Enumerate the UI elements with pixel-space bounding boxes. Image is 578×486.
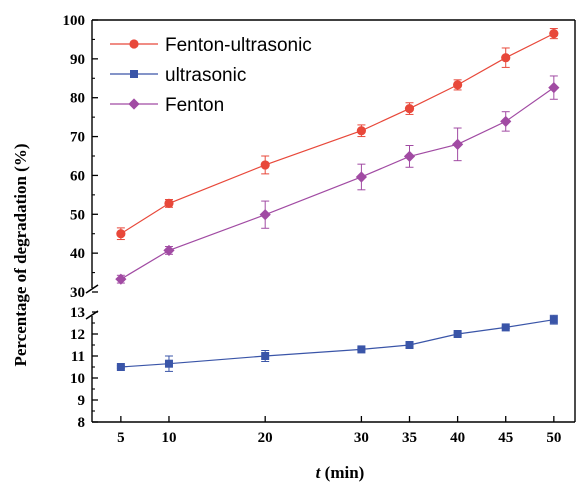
- data-point: [260, 160, 270, 170]
- plot-frame: [85, 19, 576, 423]
- tick-labels: 5 10 20 30 35 40 45 50 30 40 50 60 70 80 90 100 8 9 10 11 12…: [63, 13, 562, 446]
- data-point: [548, 82, 560, 94]
- y-upper-tick-label: 60: [70, 168, 85, 184]
- y-lower-tick-label: 10: [70, 371, 85, 387]
- series-square: [116, 314, 558, 372]
- axis-break-mark: [85, 284, 99, 294]
- y-upper-tick-label: 90: [70, 52, 85, 68]
- x-tick-label: 50: [546, 430, 561, 446]
- data-point: [404, 103, 415, 114]
- legend-label: Fenton: [165, 95, 224, 116]
- data-point: [549, 315, 558, 324]
- y-axis-title: Percentage of degradation (%): [11, 144, 30, 367]
- y-lower-tick-label: 8: [78, 415, 86, 431]
- legend-label: ultrasonic: [165, 65, 246, 86]
- data-point: [405, 341, 414, 349]
- legend-marker: [129, 39, 139, 49]
- y-upper-tick-label: 100: [63, 13, 86, 29]
- y-upper-tick-label: 30: [70, 285, 85, 301]
- x-tick-label: 40: [450, 430, 465, 446]
- data-point: [549, 28, 559, 39]
- data-point: [116, 363, 125, 371]
- series-diamond: [115, 75, 560, 285]
- series-line: [120, 87, 555, 280]
- y-upper-tick-label: 50: [70, 207, 85, 223]
- legend-entry: Fenton-ultrasonic: [110, 35, 312, 56]
- x-tick-label: 5: [117, 430, 125, 446]
- data-point: [356, 126, 367, 136]
- data-point: [500, 115, 512, 128]
- data-point: [501, 53, 511, 63]
- data-point: [403, 150, 416, 162]
- y-lower-tick-label: 13: [70, 305, 85, 321]
- data-point: [452, 138, 464, 150]
- legend-marker: [128, 98, 140, 110]
- x-axis-title: t (min): [316, 463, 365, 482]
- series-layer: [115, 28, 560, 372]
- series-line: [120, 319, 554, 368]
- data-point: [453, 330, 462, 338]
- data-point: [115, 273, 127, 285]
- legend-label: Fenton-ultrasonic: [165, 35, 312, 56]
- x-axis-title-variable: t: [316, 463, 322, 482]
- legend-entry: Fenton: [110, 95, 224, 116]
- x-tick-label: 35: [402, 430, 417, 446]
- series-circle: [116, 28, 559, 241]
- data-point: [163, 244, 175, 257]
- y-lower-tick-label: 11: [71, 349, 85, 365]
- data-point: [453, 80, 463, 90]
- x-axis-title-unit: (min): [320, 463, 364, 482]
- y-lower-tick-label: 12: [70, 327, 85, 343]
- x-tick-label: 20: [258, 430, 273, 446]
- x-tick-label: 30: [354, 430, 369, 446]
- data-point: [357, 345, 366, 354]
- data-point: [116, 229, 126, 239]
- x-tick-label: 45: [498, 430, 513, 446]
- data-point: [501, 323, 510, 332]
- x-tick-label: 10: [161, 430, 176, 446]
- data-point: [355, 171, 368, 183]
- legend-marker: [130, 70, 138, 78]
- data-point: [164, 198, 174, 209]
- data-point: [261, 352, 270, 360]
- legend: Fenton-ultrasonic ultrasonic Fenton: [110, 35, 312, 116]
- legend-entry: ultrasonic: [110, 65, 246, 86]
- y-lower-tick-label: 9: [78, 393, 86, 409]
- y-upper-tick-label: 80: [70, 91, 85, 107]
- y-upper-tick-label: 40: [70, 246, 85, 262]
- data-point: [164, 359, 173, 368]
- data-point: [259, 209, 271, 221]
- y-upper-tick-label: 70: [70, 130, 85, 146]
- tick-marks: [92, 19, 555, 423]
- series-line: [120, 33, 555, 235]
